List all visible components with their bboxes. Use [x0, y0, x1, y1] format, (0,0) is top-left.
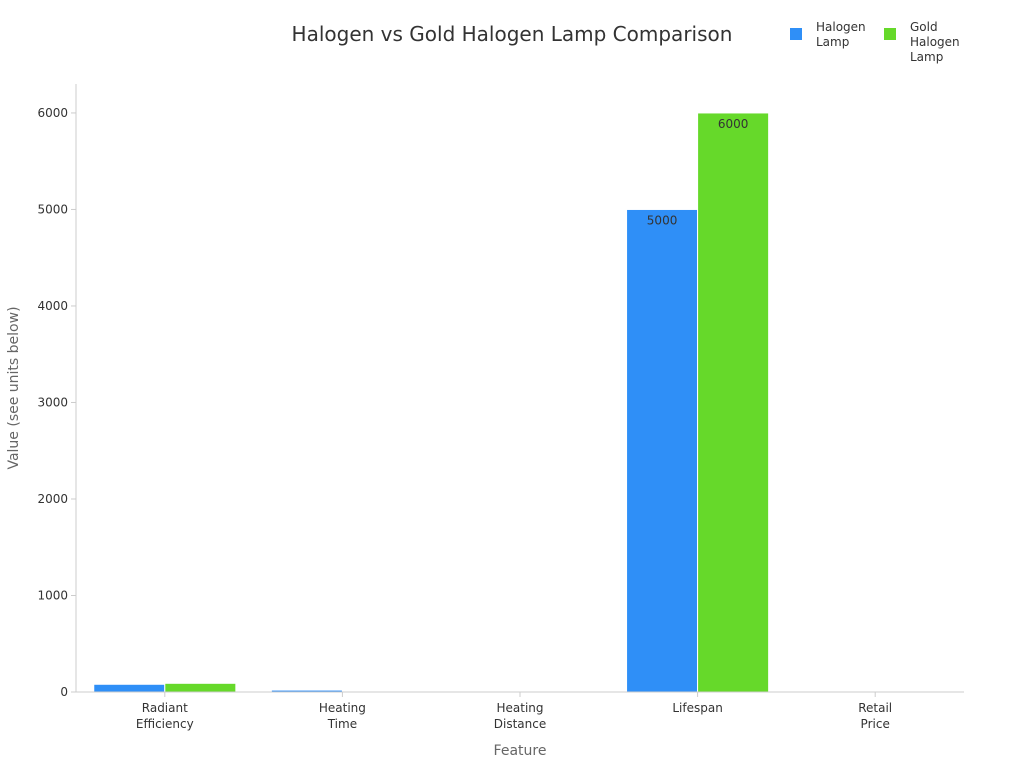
legend-label-line: Lamp [910, 50, 944, 64]
y-axis-title: Value (see units below) [6, 306, 22, 469]
x-axis-title: Feature [494, 743, 547, 759]
data-labels-group: 5000 6000 [647, 117, 749, 228]
legend-label-halogen: Halogen Lamp [816, 20, 866, 50]
x-tick-label: Lifespan [672, 701, 722, 715]
legend-label-line: Halogen [910, 35, 960, 49]
y-tick-label: 4000 [37, 299, 68, 313]
y-tick-label: 6000 [37, 106, 68, 120]
x-tick-label: Heating [319, 701, 366, 715]
x-tick-label: Heating [496, 701, 543, 715]
bars-group [93, 112, 947, 693]
y-tick-label: 1000 [37, 588, 68, 602]
x-tick-label: Distance [494, 717, 546, 731]
x-ticks-group: Radiant Efficiency Heating Time Heating Dista… [136, 692, 892, 731]
bar [164, 682, 237, 693]
legend-swatch-gold-halogen [884, 28, 896, 40]
legend-item-halogen[interactable]: Halogen Lamp [790, 20, 866, 50]
y-tick-label: 5000 [37, 202, 68, 216]
x-tick-label: Radiant [142, 701, 188, 715]
y-tick-label: 3000 [37, 395, 68, 409]
y-tick-label: 2000 [37, 492, 68, 506]
x-tick-label: Time [327, 717, 357, 731]
legend-item-gold-halogen[interactable]: Gold Halogen Lamp [884, 20, 960, 65]
chart-title-text: Halogen vs Gold Halogen Lamp Comparison [291, 22, 733, 46]
y-ticks-group: 0 1000 2000 3000 4000 5000 6000 [37, 106, 76, 699]
legend-label-line: Gold [910, 20, 938, 34]
legend-label-line: Lamp [816, 35, 850, 49]
x-tick-label: Efficiency [136, 717, 194, 731]
y-tick-label: 0 [60, 685, 68, 699]
legend-swatch-halogen [790, 28, 802, 40]
bar [93, 683, 166, 693]
bar [626, 208, 699, 693]
x-tick-label: Price [861, 717, 890, 731]
data-label: 6000 [718, 117, 749, 131]
bar [697, 112, 770, 693]
legend-label-gold-halogen: Gold Halogen Lamp [910, 20, 960, 65]
data-label: 5000 [647, 213, 678, 227]
chart-title: Halogen vs Gold Halogen Lamp Comparison [0, 22, 1024, 46]
legend-label-line: Halogen [816, 20, 866, 34]
x-tick-label: Retail [858, 701, 892, 715]
legend: Halogen Lamp Gold Halogen Lamp [790, 20, 990, 70]
